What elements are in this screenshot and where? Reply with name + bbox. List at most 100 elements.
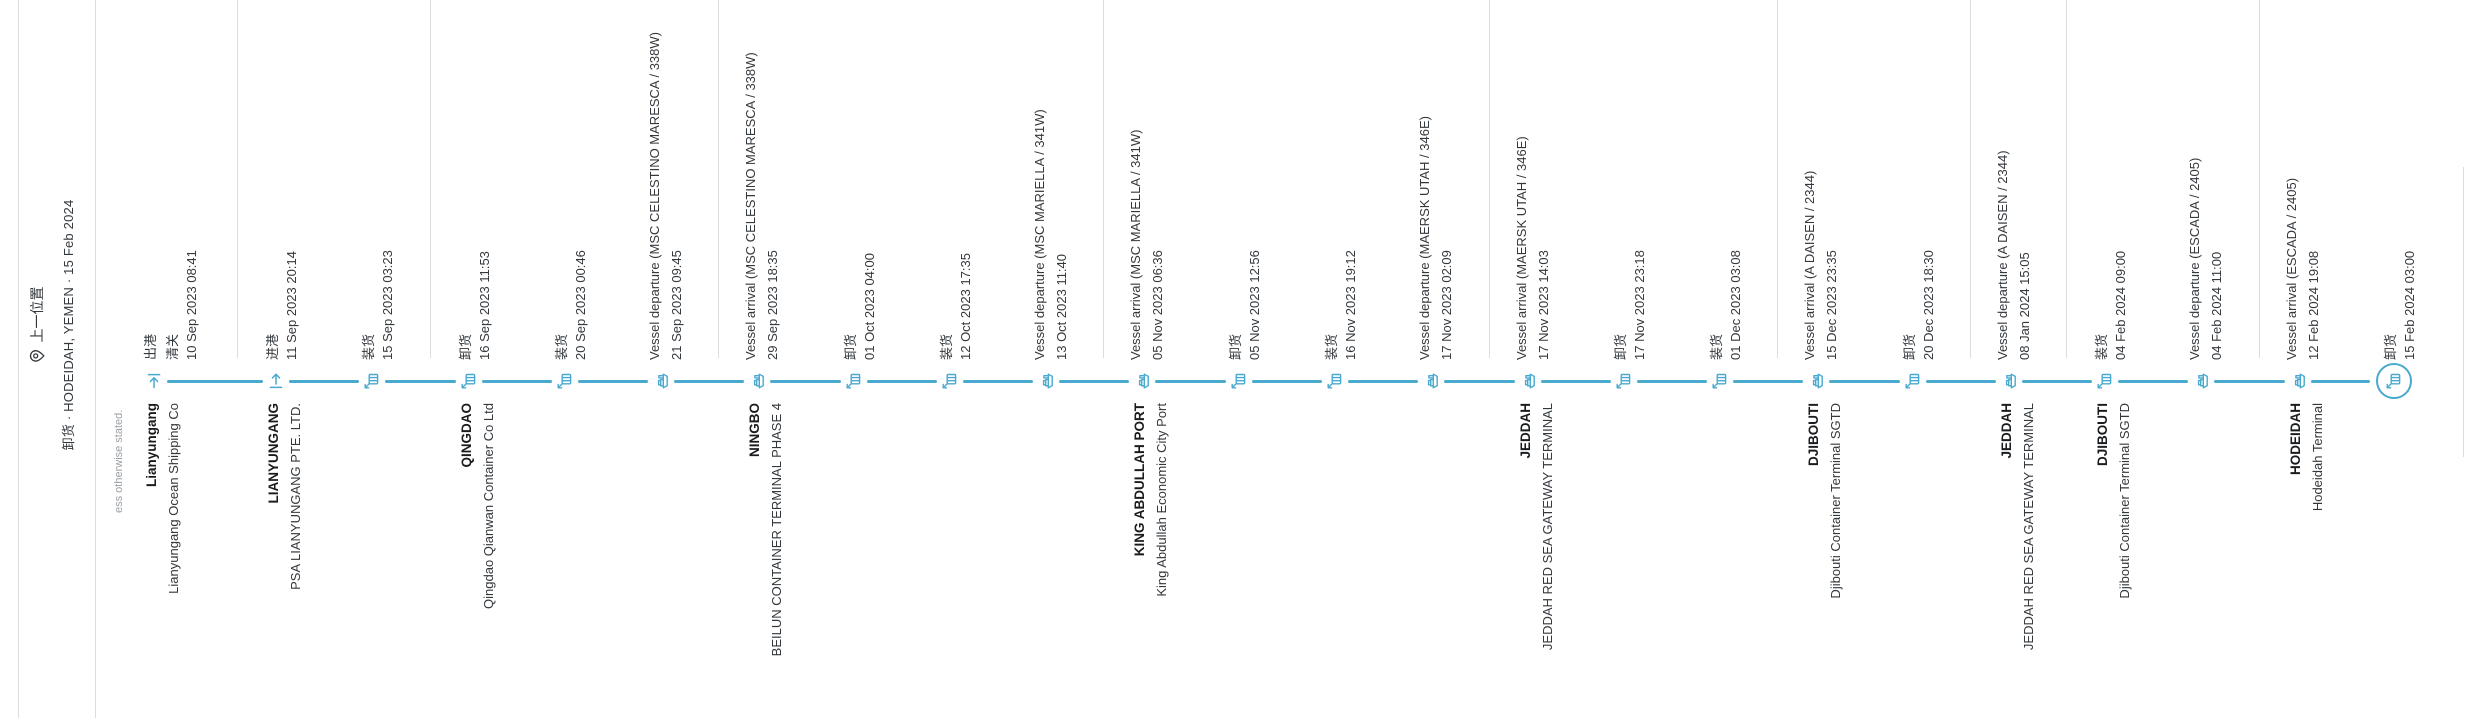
- event-date: 15 Sep 2023 03:23: [380, 250, 395, 360]
- event-date: 08 Jan 2024 15:05: [2017, 252, 2032, 360]
- vessel-icon: [1519, 372, 1537, 390]
- terminal-name: Hodeidah Terminal: [2310, 403, 2325, 512]
- terminal-name: JEDDAH RED SEA GATEWAY TERMINAL: [1540, 403, 1555, 651]
- crane-icon: [845, 372, 863, 390]
- vessel-icon: [748, 372, 766, 390]
- event-date: 13 Oct 2023 11:40: [1054, 253, 1069, 360]
- timezone-disclaimer: ess otherwise stated.: [113, 409, 125, 513]
- timeline-axis-segment: [1059, 380, 1129, 383]
- location-name: LIANYUNGANG: [266, 403, 281, 504]
- vessel-icon: [2192, 372, 2210, 390]
- vessel-icon: [1037, 372, 1055, 390]
- event-label: 装货: [361, 333, 376, 360]
- timeline-axis-segment: [1829, 380, 1900, 383]
- event-date: 29 Sep 2023 18:35: [765, 250, 780, 360]
- event-label: 卸货: [1902, 333, 1917, 360]
- top-border: [18, 0, 19, 718]
- group-separator: [1970, 0, 1971, 358]
- terminal-name: BEILUN CONTAINER TERMINAL PHASE 4: [769, 403, 784, 657]
- timeline-axis-segment: [1926, 380, 1996, 383]
- location-name: KING ABDULLAH PORT: [1132, 403, 1147, 557]
- timeline-axis-segment: [2022, 380, 2092, 383]
- crane-icon: [556, 372, 574, 390]
- previous-location-title: 上一位置: [29, 286, 45, 343]
- gate-out-icon: [145, 372, 163, 390]
- crane-icon: [1711, 372, 1729, 390]
- timeline-axis-segment: [1637, 380, 1707, 383]
- timeline-axis-segment: [1155, 380, 1226, 383]
- group-separator: [430, 0, 431, 358]
- vessel-icon: [1807, 372, 1825, 390]
- location-name: DJIBOUTI: [1806, 403, 1821, 467]
- timeline-axis-segment: [482, 380, 552, 383]
- timeline-axis-segment: [963, 380, 1033, 383]
- event-date: 16 Nov 2023 19:12: [1343, 250, 1358, 360]
- crane-icon: [363, 372, 381, 390]
- header-divider: [95, 0, 96, 718]
- timeline-axis-segment: [1541, 380, 1611, 383]
- terminal-name: Djibouti Container Terminal SGTD: [1828, 403, 1843, 599]
- crane-icon: [2096, 372, 2114, 390]
- timeline-axis-segment: [578, 380, 648, 383]
- gate-in-icon: [267, 372, 285, 390]
- location-name: JEDDAH: [1999, 403, 2014, 459]
- current-event-ring: [2376, 363, 2412, 399]
- crane-icon: [1904, 372, 1922, 390]
- timeline-axis-segment: [1252, 380, 1322, 383]
- event-date: 04 Feb 2024 11:00: [2209, 251, 2224, 360]
- event-label: 清关: [165, 333, 180, 360]
- event-label: Vessel departure (MSC CELESTINO MARESCA …: [647, 32, 662, 360]
- event-label: Vessel arrival (MSC MARIELLA / 341W): [1128, 129, 1143, 360]
- timeline-axis-segment: [2214, 380, 2285, 383]
- timeline-axis-segment: [2311, 380, 2370, 383]
- vessel-icon: [2289, 372, 2307, 390]
- event-date: 10 Sep 2023 08:41: [184, 250, 199, 360]
- event-date: 12 Feb 2024 19:08: [2306, 250, 2321, 360]
- terminal-name: Qingdao Qianwan Container Co Ltd: [481, 403, 496, 609]
- crane-icon: [1230, 372, 1248, 390]
- location-name: NINGBO: [747, 403, 762, 457]
- previous-location-header: 上一位置 卸货 · HODEIDAH, YEMEN · 15 Feb 2024: [27, 200, 77, 451]
- location-name: DJIBOUTI: [2095, 403, 2110, 467]
- event-label: 装货: [2094, 333, 2109, 360]
- location-pin-icon: [29, 349, 45, 364]
- crane-icon: [1326, 372, 1344, 390]
- timeline-axis-segment: [1733, 380, 1803, 383]
- timeline-axis-segment: [2118, 380, 2188, 383]
- event-label: Vessel departure (ESCADA / 2405): [2187, 157, 2202, 360]
- terminal-name: Lianyungang Ocean Shipping Co: [166, 403, 181, 594]
- event-date: 21 Sep 2023 09:45: [669, 250, 684, 360]
- crane-icon: [460, 372, 478, 390]
- event-label: Vessel arrival (MSC CELESTINO MARESCA / …: [743, 52, 758, 360]
- vessel-icon: [1133, 372, 1151, 390]
- event-date: 16 Sep 2023 11:53: [477, 251, 492, 360]
- timeline-axis-segment: [1444, 380, 1515, 383]
- event-date: 20 Dec 2023 18:30: [1921, 250, 1936, 360]
- timeline-axis-segment: [1348, 380, 1418, 383]
- terminal-name: King Abdullah Economic City Port: [1154, 403, 1169, 597]
- event-date: 15 Dec 2023 23:35: [1824, 250, 1839, 360]
- event-label: 装货: [939, 333, 954, 360]
- group-separator: [1489, 0, 1490, 358]
- event-label: Vessel arrival (A DAISEN / 2344): [1802, 170, 1817, 360]
- event-date: 04 Feb 2024 09:00: [2113, 250, 2128, 360]
- event-label: Vessel departure (MAERSK UTAH / 346E): [1417, 116, 1432, 360]
- location-name: Lianyungang: [144, 403, 159, 487]
- event-label: 装货: [554, 333, 569, 360]
- event-label: 进港: [265, 333, 280, 360]
- event-date: 20 Sep 2023 00:46: [573, 250, 588, 360]
- event-date: 01 Oct 2023 04:00: [862, 253, 877, 360]
- crane-icon: [941, 372, 959, 390]
- timeline-axis-segment: [867, 380, 937, 383]
- event-label: Vessel arrival (ESCADA / 2405): [2284, 177, 2299, 360]
- event-date: 01 Dec 2023 03:08: [1728, 250, 1743, 360]
- timeline-axis-segment: [289, 380, 359, 383]
- timeline-axis-segment: [385, 380, 456, 383]
- event-label: 卸货: [843, 333, 858, 360]
- event-date: 17 Nov 2023 14:03: [1536, 250, 1551, 360]
- event-label: Vessel departure (MSC MARIELLA / 341W): [1032, 109, 1047, 360]
- event-label: Vessel departure (A DAISEN / 2344): [1995, 150, 2010, 360]
- event-date: 17 Nov 2023 23:18: [1632, 250, 1647, 360]
